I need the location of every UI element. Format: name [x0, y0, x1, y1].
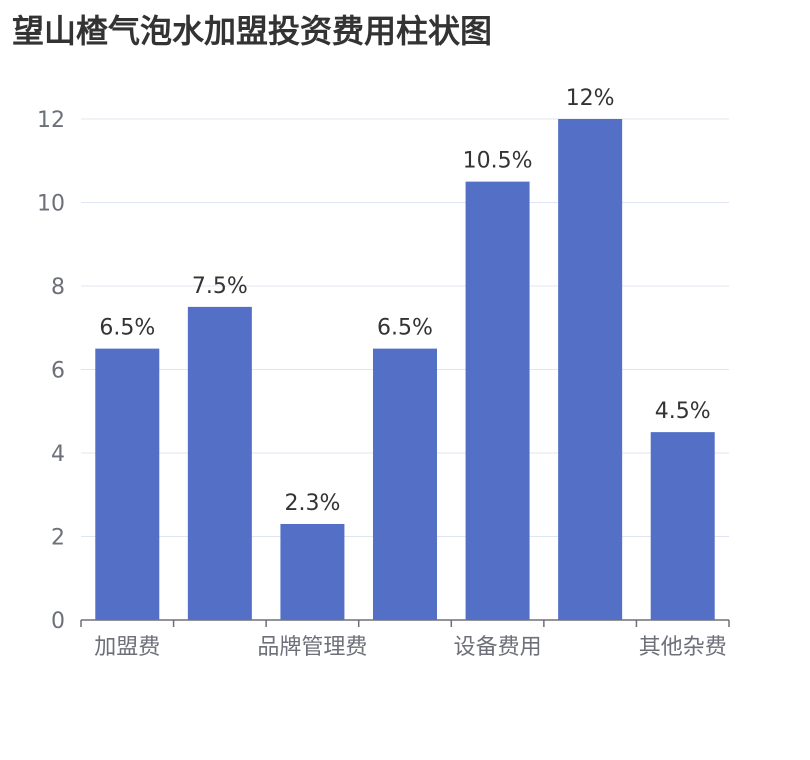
bar: [373, 348, 437, 620]
x-tick-label: 品牌管理费: [257, 635, 367, 660]
bars: [95, 119, 715, 620]
y-tick-label: 12: [37, 108, 65, 133]
bar: [280, 523, 345, 620]
bar: [187, 306, 252, 620]
bar-value-label: 12%: [566, 86, 615, 111]
y-tick-label: 8: [51, 275, 65, 300]
data-labels: 6.5% 7.5% 2.3% 6.5% 10.5% 12% 4.5%: [99, 86, 710, 516]
x-tick-label: 加盟费: [94, 635, 160, 660]
bar: [95, 348, 160, 620]
x-tick-label: 其他杂费: [639, 635, 727, 660]
x-axis: [80, 619, 730, 627]
bar-value-label: 2.3%: [284, 491, 340, 516]
bar: [465, 181, 530, 620]
bar: [558, 119, 623, 620]
bar-value-label: 7.5%: [192, 274, 248, 299]
chart-title: 望山楂气泡水加盟投资费用柱状图: [12, 12, 493, 50]
bar-value-label: 4.5%: [655, 399, 711, 424]
x-tick-label: 设备费用: [454, 635, 542, 660]
y-tick-label: 2: [51, 526, 65, 551]
y-tick-labels: 0 2 4 6 8 10 12: [37, 108, 65, 634]
y-tick-label: 6: [51, 359, 65, 384]
y-tick-label: 4: [51, 442, 65, 467]
bar-value-label: 10.5%: [463, 149, 533, 174]
bar-value-label: 6.5%: [99, 316, 155, 341]
y-tick-label: 10: [37, 192, 65, 217]
bar: [650, 432, 715, 620]
x-tick-labels: 加盟费 品牌管理费 设备费用 其他杂费: [94, 635, 726, 660]
bar-value-label: 6.5%: [377, 316, 433, 341]
y-tick-label: 0: [51, 609, 65, 634]
